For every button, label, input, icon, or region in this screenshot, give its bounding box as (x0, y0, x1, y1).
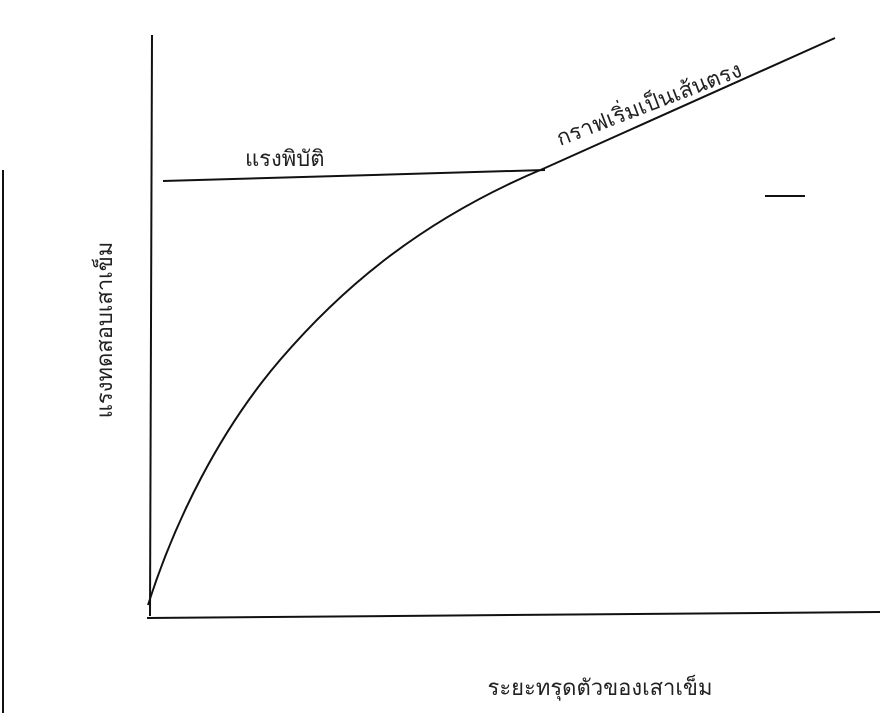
linear-part-label: กราฟเริ่มเป็นเส้นตรง (552, 54, 746, 151)
diagram: แรงพิบัติ กราฟเริ่มเป็นเส้นตรง ระยะทรุดต… (0, 0, 882, 713)
page: แรงพิบัติ กราฟเริ่มเป็นเส้นตรง ระยะทรุดต… (0, 0, 882, 713)
x-axis (147, 612, 880, 618)
failure-load-line (163, 170, 545, 181)
y-axis (150, 35, 152, 616)
y-axis-label: แรงทดสอบเสาเข็ม (90, 242, 118, 419)
load-settlement-curve (148, 38, 835, 605)
x-axis-label: ระยะทรุดตัวของเสาเข็ม (488, 673, 713, 701)
failure-load-label: แรงพิบัติ (245, 147, 325, 172)
